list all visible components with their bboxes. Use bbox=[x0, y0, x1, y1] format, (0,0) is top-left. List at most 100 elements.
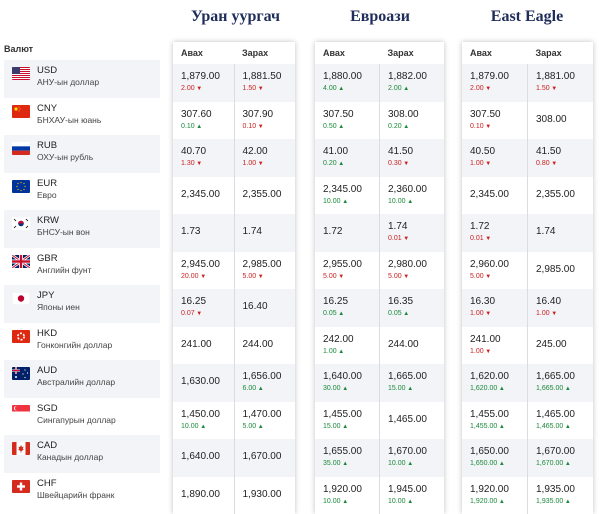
sell-rate-cell: 1,935.00 1,935.00 bbox=[527, 476, 593, 514]
sell-column-header: Зарах bbox=[242, 48, 269, 58]
sell-rate: 308.00 bbox=[388, 108, 419, 120]
buy-rate-cell: 241.00 bbox=[173, 327, 234, 365]
buy-rate: 1,655.00 bbox=[323, 446, 362, 457]
buy-rate: 16.25 bbox=[323, 296, 349, 307]
bank-table-euroazi: Авах Зарах 1,880.00 4.00 1,882.00 2.00 307.50 0… bbox=[315, 42, 444, 514]
buy-rate: 2,945.00 bbox=[181, 258, 220, 270]
buy-rate: 1,920.00 bbox=[323, 483, 362, 495]
buy-rate: 307.50 bbox=[470, 108, 501, 120]
currency-row-cad: CAD Канадын доллар bbox=[4, 435, 160, 473]
sell-rate: 2,985.00 bbox=[242, 258, 282, 270]
buy-rate-cell: 1,630.00 bbox=[173, 364, 234, 402]
sell-rate-cell: 16.40 bbox=[233, 289, 296, 327]
au-flag-icon bbox=[12, 367, 30, 380]
sell-rate: 2,360.00 bbox=[388, 183, 427, 195]
buy-rate: 40.50 bbox=[470, 146, 496, 157]
rate-row-chf: 1,920.00 1,920.00 1,935.00 1,935.00 bbox=[462, 476, 593, 514]
sell-rate: 1,665.00 bbox=[536, 371, 575, 382]
buy-rate-cell: 41.00 0.20 bbox=[315, 139, 379, 177]
currency-row-aud: AUD Австралийн доллар bbox=[4, 360, 160, 398]
currency-code: CAD bbox=[37, 440, 58, 451]
buy-change-down: 1.30 bbox=[181, 160, 202, 167]
buy-rate-cell: 1,879.00 2.00 bbox=[173, 64, 234, 102]
buy-rate: 242.00 bbox=[323, 333, 354, 345]
buy-change-up: 0.50 bbox=[323, 123, 344, 130]
sell-rate: 2,355.00 bbox=[242, 188, 282, 200]
sell-rate: 1.74 bbox=[388, 221, 408, 232]
sell-rate: 1.74 bbox=[536, 226, 556, 237]
sell-change-up: 1,670.00 bbox=[536, 460, 571, 467]
sell-change-up: 2.00 bbox=[388, 85, 409, 92]
sell-rate: 16.40 bbox=[536, 296, 562, 307]
bank-table-header: Авах Зарах bbox=[462, 42, 593, 64]
buy-rate: 16.25 bbox=[181, 296, 207, 307]
buy-rate: 2,955.00 bbox=[323, 258, 362, 270]
buy-rate: 2,345.00 bbox=[323, 183, 362, 195]
buy-change-down: 0.01 bbox=[470, 235, 491, 242]
rate-row-usd: 1,880.00 4.00 1,882.00 2.00 bbox=[315, 64, 444, 102]
rate-row-rub: 41.00 0.20 41.50 0.30 bbox=[315, 139, 444, 177]
sell-rate: 41.50 bbox=[388, 146, 414, 157]
sell-rate: 16.35 bbox=[388, 296, 414, 307]
buy-rate-cell: 1,655.00 35.00 bbox=[315, 439, 379, 477]
sell-change-down: 1.00 bbox=[243, 160, 264, 167]
sell-rate-cell: 1,670.00 1,670.00 bbox=[527, 439, 593, 477]
bank-table-header: Авах Зарах bbox=[173, 42, 295, 64]
buy-change-down: 5.00 bbox=[470, 273, 491, 280]
sell-rate-cell: 2,360.00 10.00 bbox=[379, 176, 444, 214]
buy-rate-cell: 16.25 0.05 bbox=[315, 289, 379, 327]
buy-rate-cell: 2,345.00 bbox=[173, 177, 234, 215]
buy-rate-cell: 1,455.00 15.00 bbox=[315, 402, 379, 440]
sell-change-down: 1.00 bbox=[536, 310, 557, 317]
buy-rate-cell: 40.50 1.00 bbox=[462, 139, 527, 177]
sell-change-down: 1.50 bbox=[243, 85, 264, 92]
buy-rate: 1,879.00 bbox=[470, 71, 509, 82]
gb-flag-icon bbox=[12, 254, 30, 268]
buy-rate: 1,920.00 bbox=[470, 483, 509, 495]
currency-row-jpy: JPY Японы иен bbox=[4, 285, 160, 323]
bank-title-euroazi: Евроази bbox=[350, 8, 410, 25]
sell-rate: 307.90 bbox=[242, 108, 274, 120]
buy-change-down: 20.00 bbox=[181, 273, 206, 280]
buy-change-down: 0.07 bbox=[181, 310, 202, 317]
sell-rate: 2,985.00 bbox=[536, 263, 575, 275]
currency-code: KRW bbox=[37, 215, 59, 226]
buy-rate: 1,640.00 bbox=[181, 451, 220, 462]
sell-rate-cell: 1,670.00 10.00 bbox=[379, 439, 444, 477]
buy-rate-cell: 242.00 1.00 bbox=[315, 327, 379, 365]
buy-rate: 307.60 bbox=[181, 108, 212, 120]
sell-rate-cell: 244.00 bbox=[379, 326, 444, 364]
bank-table-uran-uurgach: Авах Зарах 1,879.00 2.00 1,881.50 1.50 307.60 0… bbox=[173, 42, 295, 514]
sell-change-up: 1,465.00 bbox=[536, 423, 571, 430]
currency-code: JPY bbox=[37, 290, 55, 301]
rate-row-hkd: 241.00 1.00 245.00 bbox=[462, 326, 593, 364]
buy-rate: 1,880.00 bbox=[323, 71, 362, 82]
currency-code: HKD bbox=[37, 327, 58, 339]
buy-rate-cell: 2,955.00 5.00 bbox=[315, 252, 379, 290]
rate-row-hkd: 241.00 244.00 bbox=[173, 326, 295, 365]
currency-code: CNY bbox=[37, 102, 58, 114]
currency-column-header: Валют bbox=[4, 44, 34, 54]
buy-rate: 2,345.00 bbox=[470, 188, 509, 200]
buy-rate: 2,345.00 bbox=[181, 188, 220, 200]
buy-rate: 1,455.00 bbox=[323, 408, 362, 420]
buy-rate: 1.72 bbox=[323, 226, 343, 237]
buy-rate-cell: 307.60 0.10 bbox=[173, 102, 234, 140]
buy-rate-cell: 1,640.00 30.00 bbox=[315, 364, 379, 402]
sell-rate-cell: 1.74 0.01 bbox=[379, 214, 444, 252]
buy-change-up: 4.00 bbox=[323, 85, 344, 92]
ch-flag-icon bbox=[12, 479, 30, 493]
rate-row-aud: 1,630.00 1,656.00 6.00 bbox=[173, 364, 295, 402]
sell-rate-cell: 1,470.00 5.00 bbox=[233, 401, 296, 439]
bank-table-east-eagle: Авах Зарах 1,879.00 2.00 1,881.00 1.50 307.50 0… bbox=[462, 42, 593, 514]
sell-rate-cell: 1.74 bbox=[233, 214, 296, 252]
buy-rate-cell: 1,920.00 1,920.00 bbox=[462, 477, 527, 514]
buy-rate-cell: 2,945.00 20.00 bbox=[173, 252, 234, 290]
sell-rate-cell: 1,945.00 10.00 bbox=[379, 476, 444, 514]
buy-rate: 307.50 bbox=[323, 108, 354, 120]
rate-row-cny: 307.50 0.10 308.00 bbox=[462, 101, 593, 139]
sell-change-up: 6.00 bbox=[243, 385, 264, 392]
buy-change-down: 0.10 bbox=[470, 123, 491, 130]
sell-rate-cell: 307.90 0.10 bbox=[233, 101, 296, 139]
buy-rate-cell: 1,620.00 1,620.00 bbox=[462, 364, 527, 402]
